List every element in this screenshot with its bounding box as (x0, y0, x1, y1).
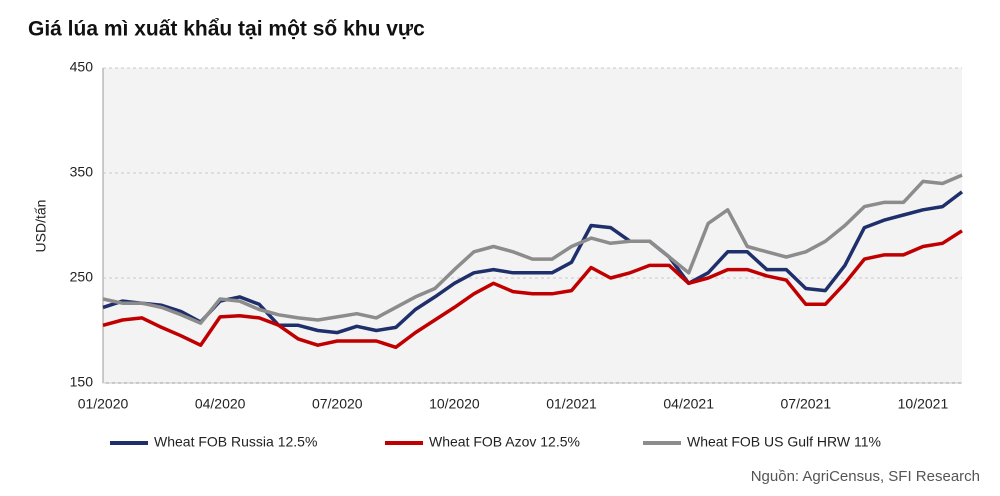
legend-label: Wheat FOB US Gulf HRW 11% (687, 434, 881, 450)
x-tick-label: 07/2020 (312, 396, 363, 412)
y-tick-label: 350 (70, 164, 94, 180)
y-tick-label: 250 (70, 269, 94, 285)
x-tick-label: 01/2020 (78, 396, 129, 412)
x-tick-label: 01/2021 (546, 396, 597, 412)
line-series (102, 229, 963, 350)
y-tick-label: 150 (70, 374, 94, 390)
line-series (102, 173, 963, 325)
legend-label: Wheat FOB Russia 12.5% (154, 434, 317, 450)
chart-title: Giá lúa mì xuất khẩu tại một số khu vực (28, 18, 425, 41)
x-tick-label: 10/2021 (898, 396, 949, 412)
x-tick-label: 04/2020 (195, 396, 246, 412)
y-tick-label: 450 (70, 59, 94, 75)
source: Nguồn: AgriCensus, SFI Research (751, 468, 980, 485)
x-tick-label: 04/2021 (663, 396, 714, 412)
y-axis-label: USD/tấn (33, 200, 49, 253)
x-tick-label: 07/2021 (781, 396, 832, 412)
legend-label: Wheat FOB Azov 12.5% (429, 434, 580, 450)
x-tick-label: 10/2020 (429, 396, 480, 412)
line-series (102, 190, 964, 335)
plot-area (103, 68, 962, 383)
